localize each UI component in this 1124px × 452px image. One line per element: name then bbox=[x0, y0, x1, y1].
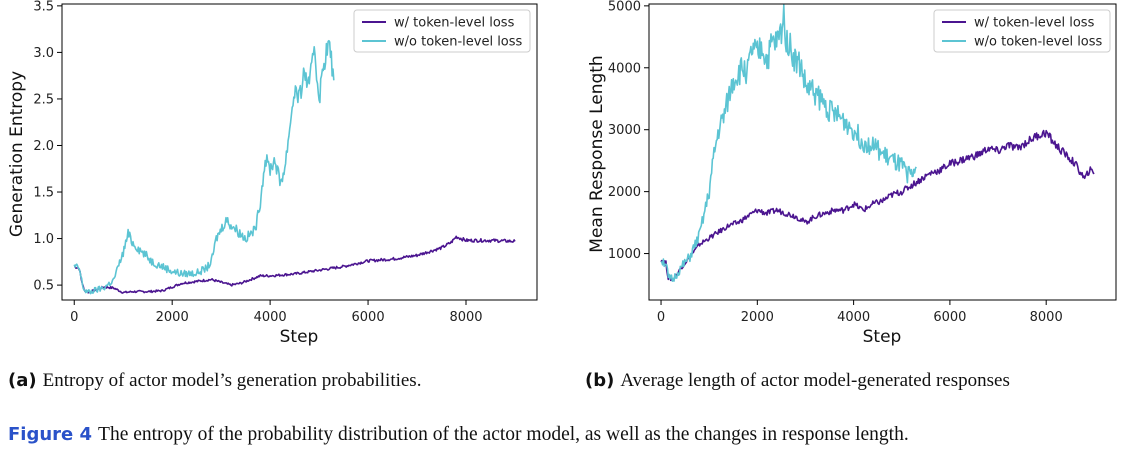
x-tick-label: 0 bbox=[70, 310, 78, 325]
figure-caption: Figure 4 The entropy of the probability d… bbox=[8, 424, 909, 446]
figure-caption-text: The entropy of the probability distribut… bbox=[98, 424, 909, 445]
y-tick-label: 1.0 bbox=[33, 232, 54, 247]
subcaption-b: (b) Average length of actor model-generat… bbox=[585, 370, 1010, 392]
subcaption-b-letter: (b) bbox=[585, 370, 615, 391]
y-tick-label: 2.5 bbox=[33, 92, 54, 107]
x-tick-label: 8000 bbox=[1030, 310, 1063, 325]
response-length-chart: 0 2000 4000 6000 8000 1000 2000 3000 4000 5000 St… bbox=[587, 0, 1117, 347]
y-axis-label: Mean Response Length bbox=[587, 55, 607, 252]
x-tick-label: 6000 bbox=[933, 310, 966, 325]
x-axis-label: Step bbox=[863, 327, 902, 347]
plot-area bbox=[61, 3, 538, 301]
x-tick-label: 2000 bbox=[741, 310, 774, 325]
x-tick-label: 4000 bbox=[837, 310, 870, 325]
y-tick-label: 2000 bbox=[608, 185, 641, 200]
legend: w/ token-level loss w/o token-level loss bbox=[933, 9, 1111, 53]
subcaption-a: (a) Entropy of actor model’s generation p… bbox=[8, 370, 421, 392]
y-tick-label: 0.5 bbox=[33, 279, 54, 294]
series-line-with-token-loss bbox=[74, 235, 516, 294]
subcaption-b-text: Average length of actor model-generated … bbox=[620, 370, 1010, 391]
y-tick-label: 3.5 bbox=[33, 0, 54, 14]
entropy-chart: 0 2000 4000 6000 8000 0.5 1.0 1.5 2.0 2.5 3.0 3.5 S… bbox=[7, 0, 538, 347]
subcaption-a-text: Entropy of actor model’s generation prob… bbox=[42, 370, 422, 391]
legend-entry: w/ token-level loss bbox=[974, 16, 1095, 31]
series-line-with-token-loss bbox=[660, 129, 1095, 282]
x-tick-label: 6000 bbox=[352, 310, 385, 325]
legend: w/ token-level loss w/o token-level loss bbox=[353, 9, 531, 53]
y-tick-label: 4000 bbox=[608, 61, 641, 76]
x-tick-label: 0 bbox=[657, 310, 665, 325]
y-tick-label: 5000 bbox=[608, 0, 641, 14]
legend-box bbox=[933, 9, 1111, 53]
series-line-without-token-loss bbox=[660, 4, 917, 283]
y-tick-label: 1000 bbox=[608, 247, 641, 262]
y-axis-label: Generation Entropy bbox=[7, 71, 27, 237]
x-tick-label: 4000 bbox=[254, 310, 287, 325]
series-line-without-token-loss bbox=[73, 39, 335, 295]
legend-entry: w/ token-level loss bbox=[394, 16, 515, 31]
subcaption-a-letter: (a) bbox=[8, 370, 37, 391]
x-tick-label: 8000 bbox=[449, 310, 482, 325]
plot-area bbox=[648, 3, 1117, 301]
y-tick-label: 3.0 bbox=[33, 46, 54, 61]
figure-label: Figure 4 bbox=[8, 424, 93, 445]
x-tick-label: 2000 bbox=[156, 310, 189, 325]
legend-entry: w/o token-level loss bbox=[394, 35, 523, 50]
y-tick-label: 1.5 bbox=[33, 186, 54, 201]
x-axis-label: Step bbox=[280, 327, 319, 347]
legend-box bbox=[353, 9, 531, 53]
legend-entry: w/o token-level loss bbox=[974, 35, 1103, 50]
y-tick-label: 3000 bbox=[608, 123, 641, 138]
y-tick-label: 2.0 bbox=[33, 139, 54, 154]
